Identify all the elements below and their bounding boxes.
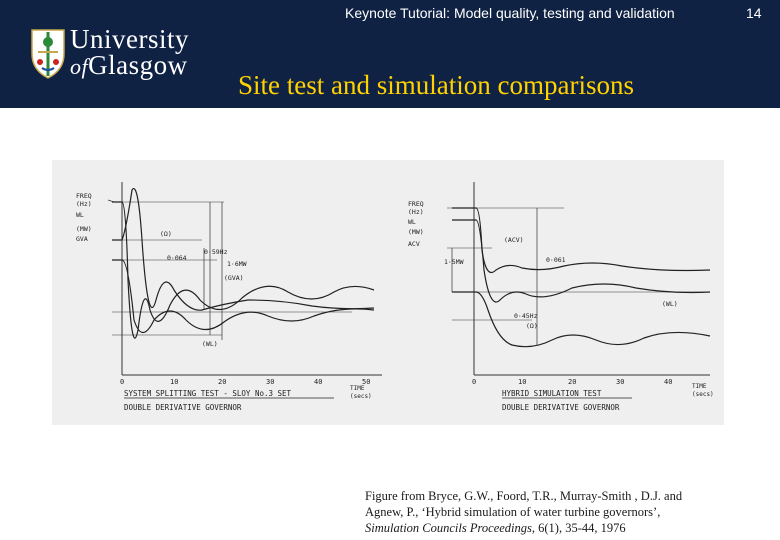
right-annot-4: 0·45Hz	[514, 312, 538, 320]
left-ylabel-2: WL	[76, 211, 84, 219]
page-number: 14	[746, 5, 762, 21]
right-plot: FREQ (Hz) WL (MW) ACV (ACV) 0·061 1·5MW …	[408, 182, 714, 412]
left-ylabel-4: GVA	[76, 235, 88, 243]
left-xunit-1: (secs)	[350, 393, 372, 400]
left-tick-1: 10	[170, 378, 178, 386]
header-bar: Keynote Tutorial: Model quality, testing…	[0, 0, 780, 108]
comparison-figure: FREQ (Hz) WL (MW) GVA (Ω) 0·064 0·59Hz 1…	[52, 160, 724, 425]
right-tick-2: 20	[568, 378, 576, 386]
left-plot: FREQ (Hz) WL (MW) GVA (Ω) 0·064 0·59Hz 1…	[76, 182, 382, 412]
right-tick-0: 0	[472, 378, 476, 386]
right-xunit-1: (secs)	[692, 391, 714, 398]
left-plot-caption-1: SYSTEM SPLITTING TEST - SLOY No.3 SET	[124, 389, 292, 398]
right-plot-caption-2: DOUBLE DERIVATIVE GOVERNOR	[502, 403, 620, 412]
left-ylabel-3: (MW)	[76, 225, 92, 233]
left-tick-5: 50	[362, 378, 370, 386]
left-annot-4: (GVA)	[224, 274, 244, 282]
left-tick-4: 40	[314, 378, 322, 386]
right-annot-3: (WL)	[662, 300, 678, 308]
left-annot-1: 0·064	[167, 254, 187, 262]
right-annot-2: 1·5MW	[444, 258, 464, 266]
right-ylabel-2: WL	[408, 218, 416, 226]
left-annot-2: 0·59Hz	[204, 248, 228, 256]
university-glasgow: Glasgow	[88, 50, 188, 80]
citation-journal: Simulation Councils Proceedings,	[365, 521, 536, 535]
left-plot-caption-2: DOUBLE DERIVATIVE GOVERNOR	[124, 403, 242, 412]
university-crest-icon	[31, 29, 65, 79]
citation-details: 6(1), 35-44, 1976	[535, 521, 626, 535]
right-annot-0: (ACV)	[504, 236, 524, 244]
right-annot-1: 0·061	[546, 256, 566, 264]
right-ylabel-1: (Hz)	[408, 208, 424, 216]
right-plot-caption-1: HYBRID SIMULATION TEST	[502, 389, 602, 398]
right-tick-4: 40	[664, 378, 672, 386]
figure-citation: Figure from Bryce, G.W., Foord, T.R., Mu…	[365, 488, 745, 536]
right-tick-1: 10	[518, 378, 526, 386]
right-annot-5: (Ω)	[526, 322, 538, 330]
left-ylabel-0: FREQ	[76, 192, 92, 200]
left-tick-3: 30	[266, 378, 274, 386]
left-xunit-0: TIME	[350, 385, 365, 392]
citation-line1: Figure from Bryce, G.W., Foord, T.R., Mu…	[365, 489, 683, 503]
presentation-title: Keynote Tutorial: Model quality, testing…	[345, 5, 675, 21]
slide-title: Site test and simulation comparisons	[238, 70, 634, 100]
left-annot-0: (Ω)	[160, 230, 172, 238]
university-name-line2: ofGlasgow	[70, 50, 188, 81]
citation-line2: Agnew, P., ‘Hybrid simulation of water t…	[365, 505, 661, 519]
right-tick-3: 30	[616, 378, 624, 386]
right-ylabel-0: FREQ	[408, 200, 424, 208]
citation-line3: Simulation Councils Proceedings, 6(1), 3…	[365, 520, 745, 536]
right-ylabel-4: ACV	[408, 240, 420, 248]
university-name-line1: University	[70, 24, 189, 54]
right-ylabel-3: (MW)	[408, 228, 424, 236]
left-annot-5: (WL)	[202, 340, 218, 348]
left-tick-0: 0	[120, 378, 124, 386]
left-tick-2: 20	[218, 378, 226, 386]
right-xunit-0: TIME	[692, 383, 707, 390]
university-of: of	[70, 54, 89, 79]
left-ylabel-1: (Hz)	[76, 200, 92, 208]
left-annot-3: 1·6MW	[227, 260, 247, 268]
